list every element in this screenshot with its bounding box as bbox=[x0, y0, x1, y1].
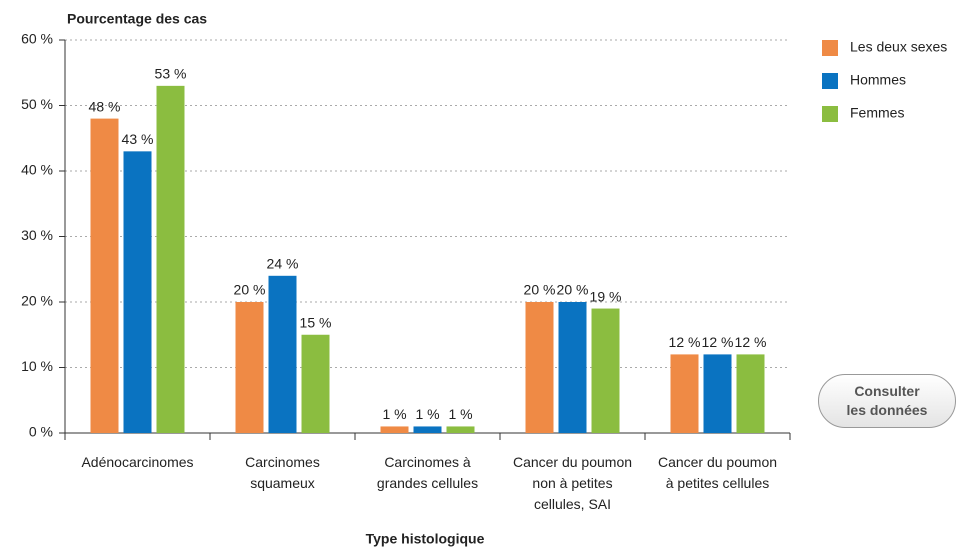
value-label: 1 % bbox=[448, 406, 472, 422]
x-tick-label: Cancer du poumon à petites cellules bbox=[657, 454, 778, 491]
value-label: 20 % bbox=[524, 282, 556, 298]
bar bbox=[558, 302, 587, 433]
bar bbox=[268, 275, 297, 433]
x-tick-label: Adénocarcinomes bbox=[81, 454, 194, 470]
value-label: 12 % bbox=[702, 334, 734, 350]
value-label: 20 % bbox=[234, 282, 266, 298]
y-tick-label: 60 % bbox=[21, 31, 53, 47]
bar bbox=[380, 426, 409, 433]
value-label: 43 % bbox=[122, 131, 154, 147]
bar bbox=[736, 354, 765, 433]
bar bbox=[525, 302, 554, 433]
value-label: 20 % bbox=[557, 282, 589, 298]
bar bbox=[413, 426, 442, 433]
y-tick-label: 0 % bbox=[29, 424, 53, 440]
bar bbox=[446, 426, 475, 433]
value-label: 19 % bbox=[590, 288, 622, 304]
bar bbox=[703, 354, 732, 433]
value-label: 12 % bbox=[669, 334, 701, 350]
bar bbox=[123, 151, 152, 433]
value-label: 1 % bbox=[382, 406, 406, 422]
y-tick-label: 40 % bbox=[21, 162, 53, 178]
legend-label: Les deux sexes bbox=[850, 39, 947, 55]
legend-swatch bbox=[822, 73, 838, 89]
bar bbox=[301, 334, 330, 433]
legend-swatch bbox=[822, 40, 838, 56]
value-label: 12 % bbox=[735, 334, 767, 350]
x-axis-title: Type histologique bbox=[366, 531, 485, 547]
value-label: 15 % bbox=[300, 314, 332, 330]
x-tick-label: Carcinomes squameux bbox=[245, 454, 320, 491]
x-tick-label: Carcinomes à grandes cellules bbox=[376, 454, 479, 491]
consult-data-button[interactable]: Consulter les données bbox=[818, 374, 956, 428]
y-tick-label: 10 % bbox=[21, 358, 53, 374]
y-tick-label: 30 % bbox=[21, 227, 53, 243]
legend-label: Femmes bbox=[850, 105, 904, 121]
legend-label: Hommes bbox=[850, 72, 906, 88]
bar bbox=[670, 354, 699, 433]
bar bbox=[156, 85, 185, 433]
bar bbox=[235, 302, 264, 433]
y-tick-label: 20 % bbox=[21, 293, 53, 309]
bar bbox=[591, 308, 620, 433]
chart-title: Pourcentage des cas bbox=[67, 11, 207, 27]
y-tick-label: 50 % bbox=[21, 96, 53, 112]
value-label: 53 % bbox=[155, 66, 187, 82]
bar bbox=[90, 118, 119, 433]
x-tick-label: Cancer du poumon non à petites cellules,… bbox=[512, 454, 633, 512]
value-label: 1 % bbox=[415, 406, 439, 422]
legend-swatch bbox=[822, 106, 838, 122]
value-label: 24 % bbox=[267, 256, 299, 272]
value-label: 48 % bbox=[89, 98, 121, 114]
